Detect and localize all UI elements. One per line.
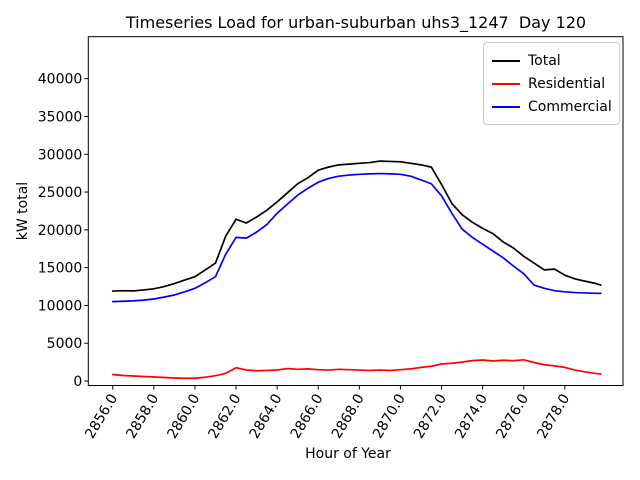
y-tick-label: 40000: [38, 72, 83, 88]
y-tick-label: 15000: [38, 261, 83, 277]
axes-spines: [87, 36, 624, 386]
legend-label-residential: Residential: [528, 75, 606, 92]
x-tick-label: 2870.0: [370, 391, 409, 441]
legend-item-residential: Residential: [492, 72, 611, 95]
y-tick-label: 5000: [47, 336, 83, 352]
x-tick-label: 2858.0: [123, 391, 162, 441]
series-line-commercial: [111, 172, 602, 303]
x-tick-label: 2862.0: [206, 391, 245, 441]
y-tick-label: 30000: [38, 147, 83, 163]
y-tick-label: 25000: [38, 185, 83, 201]
x-axis-label: Hour of Year: [305, 446, 391, 462]
x-tick-label: 2860.0: [164, 391, 203, 441]
y-tick-label: 20000: [38, 223, 83, 239]
x-tick-label: 2874.0: [452, 391, 491, 441]
legend-item-total: Total: [492, 49, 611, 72]
x-tick-label: 2856.0: [82, 391, 121, 441]
x-tick-label: 2872.0: [411, 391, 450, 441]
series-line-total: [111, 160, 602, 292]
series-line-residential: [111, 358, 602, 380]
legend-line-residential: [492, 82, 520, 85]
x-tick-label: 2866.0: [288, 391, 327, 441]
y-tick-label: 35000: [38, 109, 83, 125]
legend-label-total: Total: [528, 52, 561, 69]
x-tick-label: 2864.0: [247, 391, 286, 441]
y-axis-label: kW total: [15, 181, 31, 241]
chart-title: Timeseries Load for urban-suburban uhs3_…: [125, 13, 587, 32]
legend-line-commercial: [492, 105, 520, 108]
x-tick-label: 2868.0: [329, 391, 368, 441]
x-tick-label: 2878.0: [534, 391, 573, 441]
legend-line-total: [492, 59, 520, 62]
x-tick-label: 2876.0: [493, 391, 532, 441]
y-tick-label: 0: [73, 374, 82, 390]
legend: Total Residential Commercial: [483, 42, 620, 125]
legend-item-commercial: Commercial: [492, 95, 612, 118]
y-tick-label: 10000: [38, 298, 83, 314]
legend-label-commercial: Commercial: [528, 98, 612, 115]
